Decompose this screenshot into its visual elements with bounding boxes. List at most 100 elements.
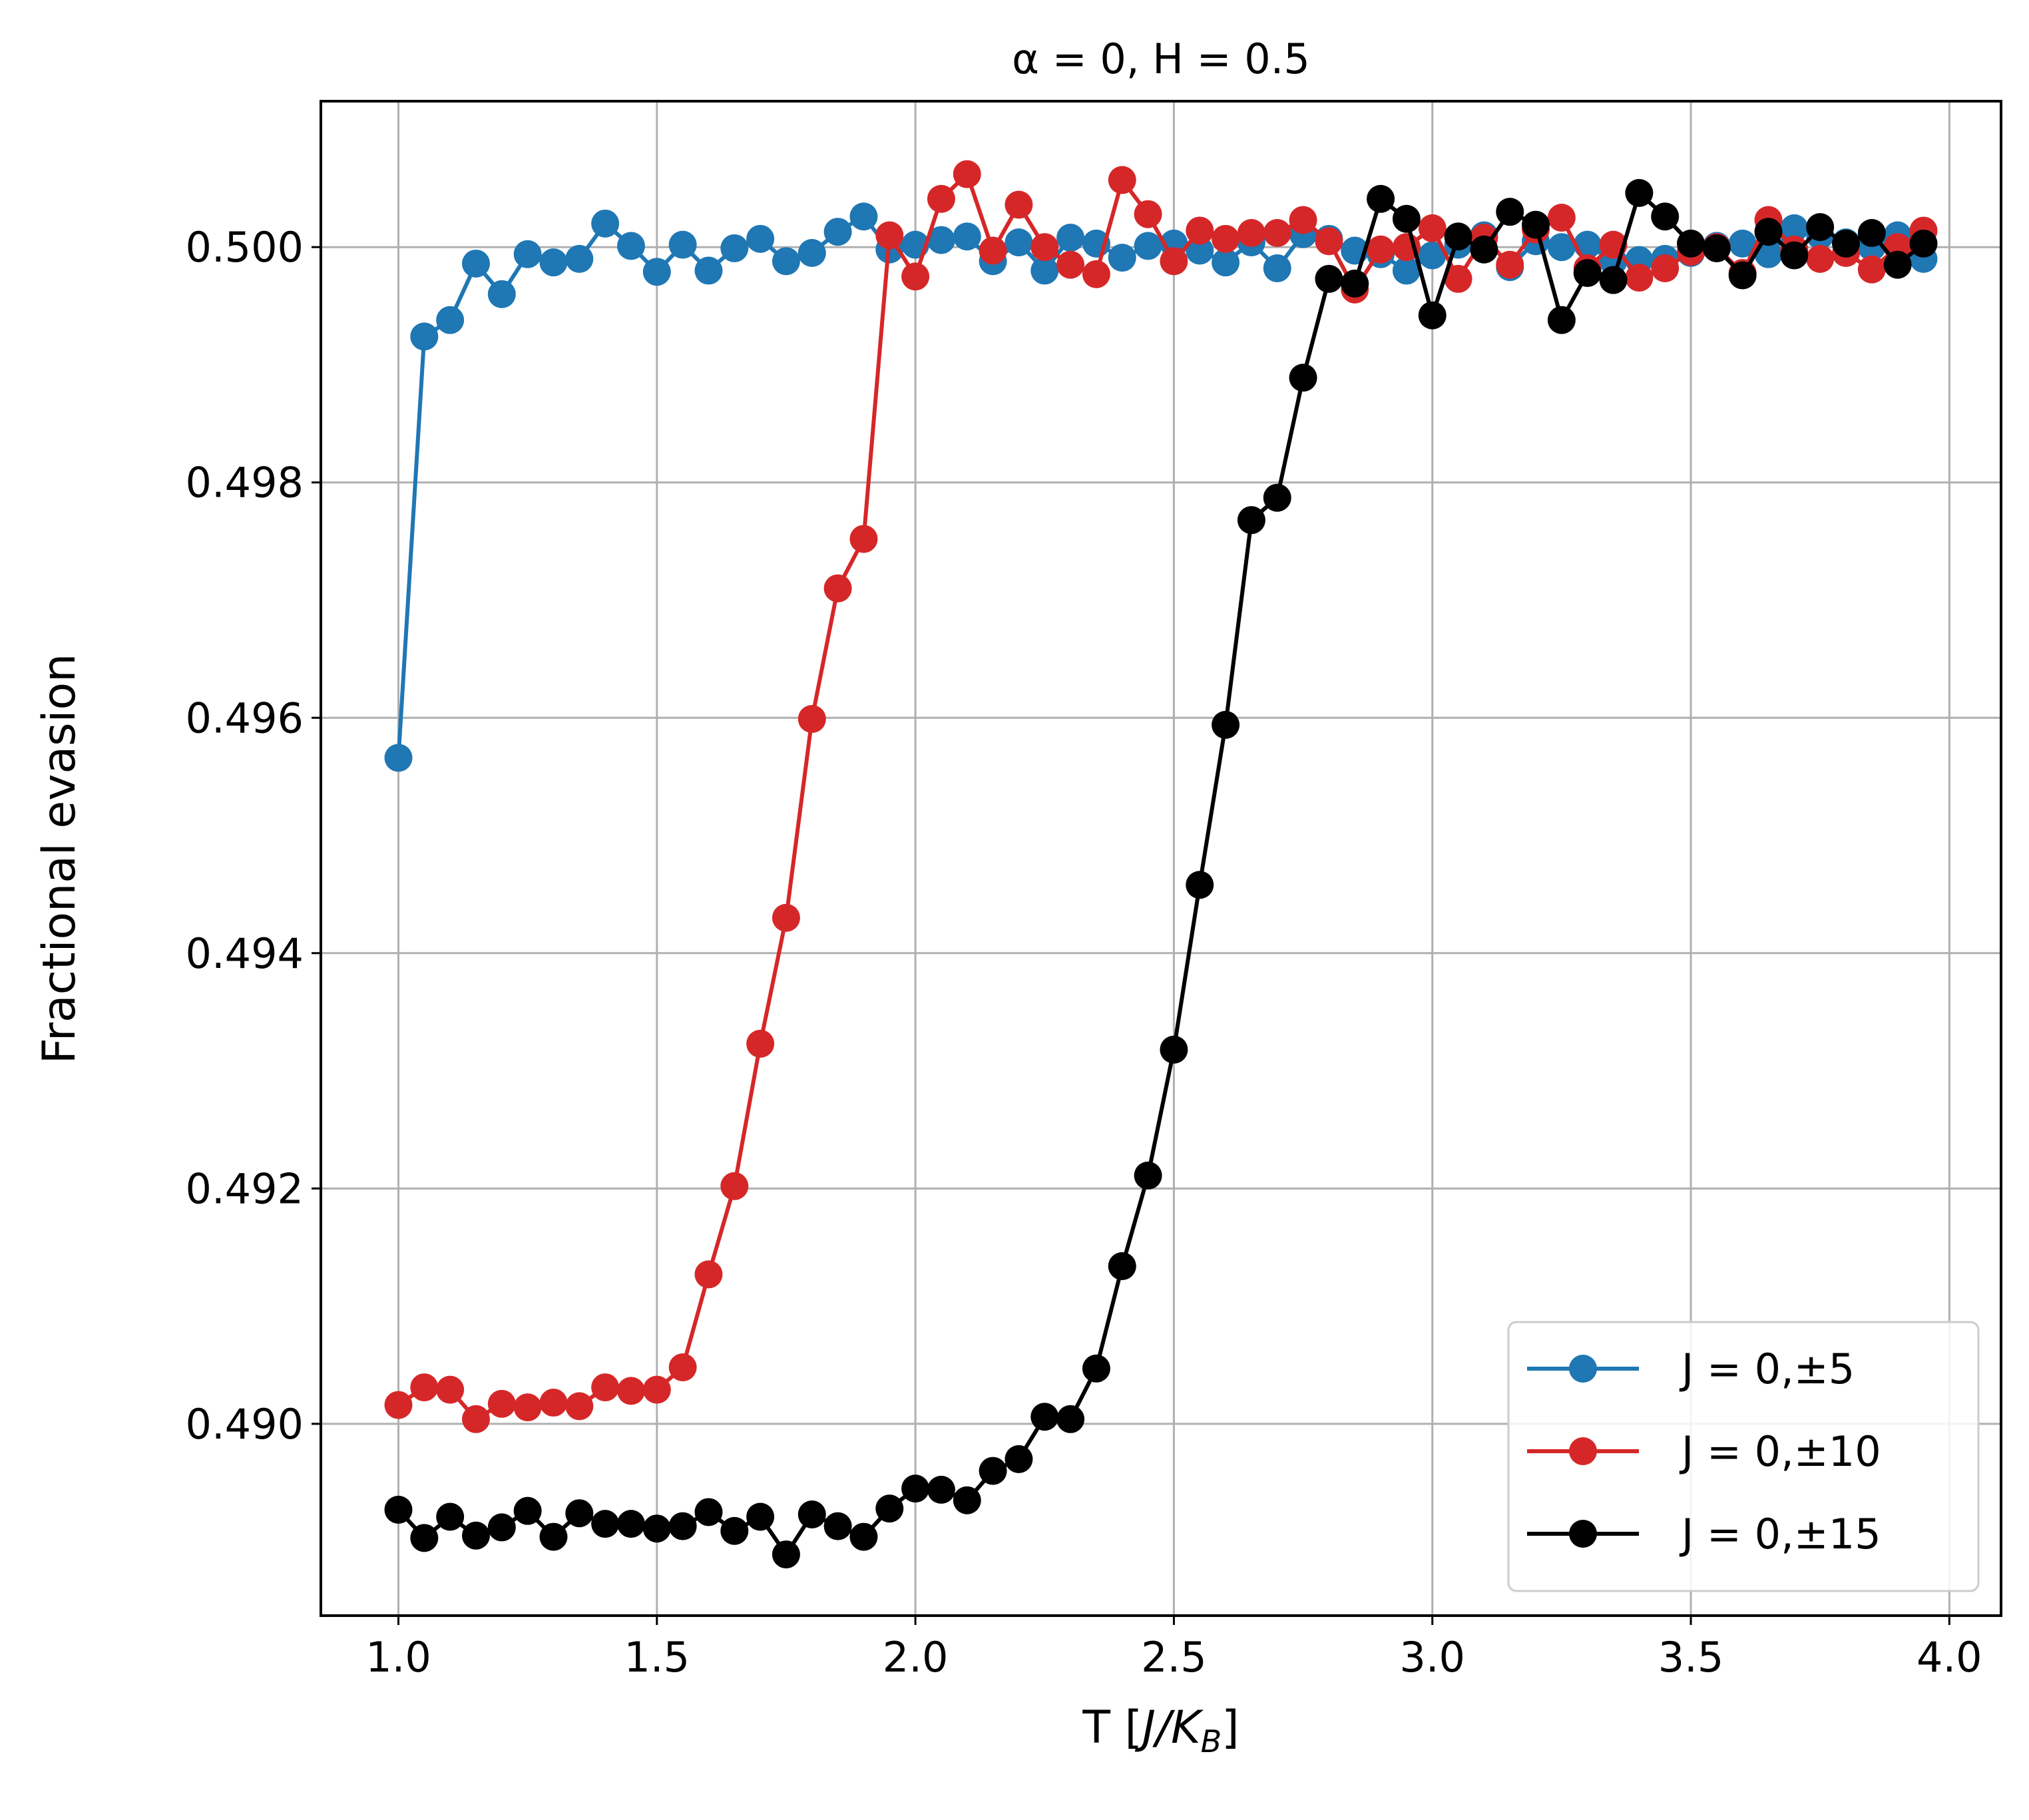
data-point	[953, 222, 981, 251]
legend-label: J = 0,±5	[1679, 1345, 1855, 1393]
series-2	[384, 160, 1938, 1433]
data-point	[1289, 363, 1317, 392]
data-point	[461, 1405, 490, 1433]
data-point	[565, 244, 594, 273]
data-point	[384, 1391, 413, 1419]
data-point	[384, 744, 413, 772]
data-point	[513, 1496, 542, 1525]
data-point	[720, 1516, 749, 1545]
data-point	[1754, 218, 1783, 246]
data-point	[849, 202, 878, 231]
legend-label: J = 0,±10	[1679, 1427, 1881, 1476]
data-point	[823, 574, 852, 602]
data-point	[772, 247, 800, 276]
data-point	[1263, 254, 1291, 283]
data-point	[487, 1389, 516, 1418]
legend-entry-3: J = 0,±15	[1527, 1510, 1881, 1558]
data-point	[1625, 178, 1654, 207]
data-point	[1444, 222, 1472, 251]
data-point	[1212, 248, 1240, 277]
data-point	[436, 306, 465, 334]
y-tick-label: 0.496	[186, 694, 304, 742]
data-point	[513, 240, 542, 268]
data-point	[1237, 218, 1265, 247]
data-point	[797, 1500, 826, 1528]
data-point	[668, 1512, 697, 1540]
data-point	[1005, 1445, 1033, 1473]
data-point	[1108, 1252, 1136, 1280]
legend-box	[1507, 1321, 1980, 1592]
data-point	[823, 1512, 852, 1540]
x-axis-label-close: ]	[1222, 1702, 1240, 1754]
data-point	[1082, 260, 1110, 288]
data-point	[927, 1475, 955, 1504]
data-point	[1651, 254, 1680, 283]
data-point	[1728, 229, 1757, 258]
data-point	[1444, 264, 1472, 293]
data-point	[772, 1540, 800, 1569]
data-point	[1857, 255, 1886, 284]
data-point	[797, 705, 826, 734]
legend-entry-2: J = 0,±10	[1527, 1427, 1881, 1476]
data-point	[1315, 227, 1343, 256]
data-point	[1547, 306, 1576, 334]
data-point	[797, 239, 826, 268]
tick-layer: 1.0 1.5 2.0 2.5 3.0 3.5 4.0 0.490 0.492 0.494 0.49…	[186, 223, 1982, 1682]
data-point	[1108, 244, 1136, 272]
data-point	[1056, 1405, 1085, 1433]
x-tick-label: 3.0	[1399, 1633, 1465, 1682]
data-point	[410, 322, 439, 351]
data-point	[1263, 483, 1291, 512]
data-point	[1005, 190, 1033, 219]
data-point	[668, 230, 697, 259]
data-point	[1212, 224, 1240, 253]
data-point	[849, 1522, 878, 1551]
data-point	[668, 1353, 697, 1382]
data-point	[1728, 261, 1757, 290]
data-point	[1186, 216, 1214, 245]
data-point	[1082, 1354, 1110, 1383]
data-point	[591, 1373, 620, 1402]
data-point	[927, 184, 955, 213]
data-point	[1780, 214, 1809, 242]
series-3	[384, 178, 1938, 1569]
data-point	[591, 1510, 620, 1538]
x-tick-label: 1.0	[365, 1633, 431, 1682]
data-point	[694, 1260, 723, 1289]
data-point	[1212, 710, 1240, 739]
data-point	[1263, 218, 1291, 247]
data-point	[539, 248, 568, 277]
data-point	[642, 1514, 671, 1543]
data-point	[901, 262, 930, 291]
data-point	[1186, 871, 1214, 899]
data-point	[1547, 233, 1576, 262]
data-point	[642, 1375, 671, 1404]
data-point	[642, 258, 671, 286]
y-tick-label: 0.500	[186, 223, 304, 272]
data-point	[1056, 224, 1085, 252]
y-tick-label: 0.498	[186, 459, 304, 507]
data-point	[1418, 301, 1447, 330]
legend-marker	[1569, 1520, 1597, 1548]
data-point	[772, 903, 800, 932]
data-point	[1186, 236, 1214, 265]
y-tick-label: 0.492	[186, 1164, 304, 1213]
data-point	[1909, 229, 1938, 258]
data-point	[1108, 166, 1136, 194]
y-tick-label: 0.490	[186, 1400, 304, 1449]
series-layer	[384, 160, 1938, 1569]
x-tick-label: 1.5	[624, 1633, 690, 1682]
data-point	[1367, 235, 1395, 264]
x-axis-label-slash-k: /K	[1152, 1702, 1204, 1754]
data-point	[1599, 266, 1628, 294]
data-point	[953, 1486, 981, 1514]
data-point	[1883, 250, 1912, 279]
data-point	[1392, 204, 1421, 233]
data-point	[1030, 233, 1059, 262]
legend-label: J = 0,±15	[1679, 1510, 1881, 1558]
data-point	[1702, 234, 1731, 262]
data-point	[1367, 184, 1395, 213]
data-point	[1832, 229, 1861, 258]
x-axis-label: T [J/KB]	[1082, 1702, 1239, 1759]
